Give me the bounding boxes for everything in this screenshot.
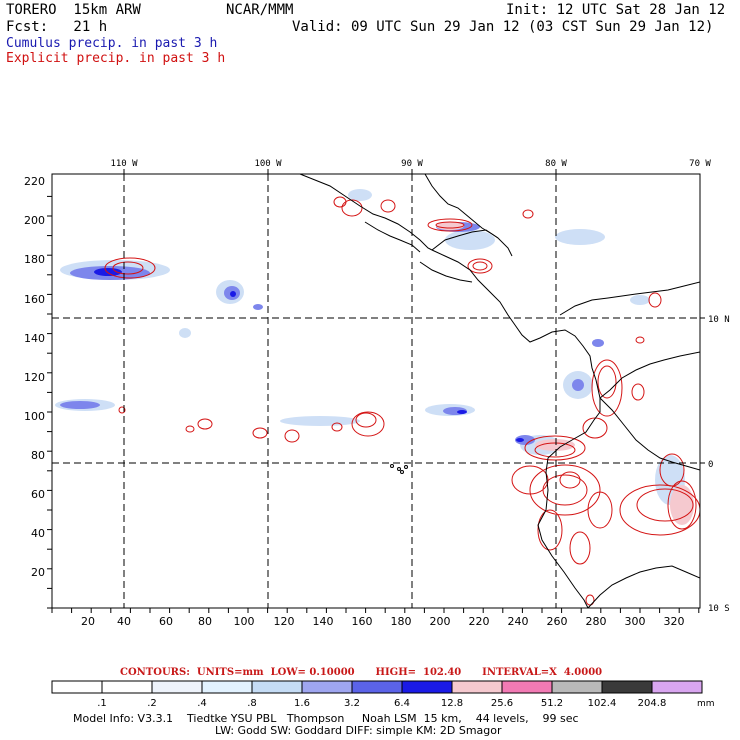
x-tick-label: 20 — [81, 615, 95, 628]
colorbar-label: .1 — [97, 698, 107, 709]
lon-label: 70 W — [689, 159, 711, 169]
legend-explicit: Explicit precip. in past 3 h — [6, 51, 226, 66]
axis-ticks — [47, 169, 705, 613]
colorbar-label: 3.2 — [344, 698, 360, 709]
model-title: TORERO 15km ARW — [6, 2, 141, 18]
colorbar-swatch — [101, 680, 153, 694]
x-tick-label: 240 — [508, 615, 529, 628]
colorbar-swatch — [401, 680, 453, 694]
colorbar-label: .2 — [147, 698, 157, 709]
colorbar-label: 25.6 — [491, 698, 513, 709]
precip-field — [55, 174, 700, 608]
lon-label: 80 W — [545, 159, 567, 169]
y-tick-label: 140 — [24, 332, 45, 345]
y-tick-label: 80 — [31, 449, 45, 462]
x-tick-label: 160 — [352, 615, 373, 628]
x-tick-label: 220 — [469, 615, 490, 628]
top-lon-labels: 110 W 100 W 90 W 80 W 70 W — [110, 159, 711, 169]
x-tick-label: 140 — [313, 615, 334, 628]
x-tick-label: 80 — [198, 615, 212, 628]
colorbar-label: 51.2 — [541, 698, 563, 709]
model-info-line2: LW: Godd SW: Goddard DIFF: simple KM: 2D… — [215, 724, 502, 737]
colorbar-label: 6.4 — [394, 698, 410, 709]
colorbar-swatch — [501, 680, 553, 694]
legend-cumulus: Cumulus precip. in past 3 h — [6, 36, 218, 51]
y-tick-label: 100 — [24, 410, 45, 423]
colorbar-label: .4 — [197, 698, 207, 709]
colorbar-labels: .1 .2 .4 .8 1.6 3.2 6.4 12.8 25.6 51.2 102.4 204.8 — [97, 698, 666, 709]
y-tick-label: 200 — [24, 214, 45, 227]
x-tick-label: 260 — [547, 615, 568, 628]
x-tick-label: 120 — [274, 615, 295, 628]
colorbar-swatch — [451, 680, 503, 694]
colorbar-label: .8 — [247, 698, 257, 709]
lon-label: 100 W — [254, 159, 282, 169]
colorbar-swatch — [351, 680, 403, 694]
colorbar — [51, 680, 703, 694]
colorbar-swatch — [301, 680, 353, 694]
colorbar-swatch — [601, 680, 653, 694]
x-tick-label: 320 — [664, 615, 685, 628]
lon-label: 90 W — [401, 159, 423, 169]
valid-time: Valid: 09 UTC Sun 29 Jan 12 (03 CST Sun … — [292, 19, 714, 35]
colorbar-swatch — [151, 680, 203, 694]
init-time: Init: 12 UTC Sat 28 Jan 12 — [506, 2, 726, 18]
colorbar-swatch — [251, 680, 303, 694]
colorbar-swatch — [51, 680, 103, 694]
y-tick-label: 160 — [24, 293, 45, 306]
contours-info: CONTOURS: UNITS=mm LOW= 0.10000 HIGH= 10… — [120, 667, 603, 678]
lat-label: 0 — [708, 460, 713, 470]
bottom-tick-labels: 20 40 60 80 100 120 140 160 180 200 220 … — [81, 615, 685, 628]
lon-label: 110 W — [110, 159, 138, 169]
colorbar-label: 12.8 — [441, 698, 463, 709]
map-frame — [51, 173, 701, 609]
lat-lon-grid — [52, 174, 700, 608]
colorbar-label: 204.8 — [638, 698, 667, 709]
x-tick-label: 180 — [391, 615, 412, 628]
y-tick-label: 220 — [24, 175, 45, 188]
lat-label: 10 S — [708, 604, 730, 614]
colorbar-label: 102.4 — [588, 698, 617, 709]
lat-label: 10 N — [708, 315, 730, 325]
colorbar-swatch — [551, 680, 603, 694]
x-tick-label: 100 — [234, 615, 255, 628]
y-tick-label: 40 — [31, 527, 45, 540]
x-tick-label: 60 — [159, 615, 173, 628]
colorbar-swatch — [201, 680, 253, 694]
y-tick-label: 120 — [24, 371, 45, 384]
x-tick-label: 300 — [625, 615, 646, 628]
right-lat-labels: 10 N 0 10 S — [708, 315, 730, 614]
x-tick-label: 280 — [586, 615, 607, 628]
x-tick-label: 200 — [430, 615, 451, 628]
forecast-hour: Fcst: 21 h — [6, 19, 108, 35]
y-tick-label: 60 — [31, 488, 45, 501]
left-tick-labels: 220 200 180 160 140 120 100 80 60 40 20 — [24, 175, 45, 579]
y-tick-label: 20 — [31, 566, 45, 579]
y-tick-label: 180 — [24, 253, 45, 266]
model-info-line1: Model Info: V3.3.1 Tiedtke YSU PBL Thomp… — [73, 712, 579, 725]
colorbar-swatch — [651, 680, 703, 694]
center-name: NCAR/MMM — [226, 2, 294, 18]
colorbar-unit: mm — [697, 699, 715, 709]
x-tick-label: 40 — [117, 615, 131, 628]
colorbar-label: 1.6 — [294, 698, 310, 709]
